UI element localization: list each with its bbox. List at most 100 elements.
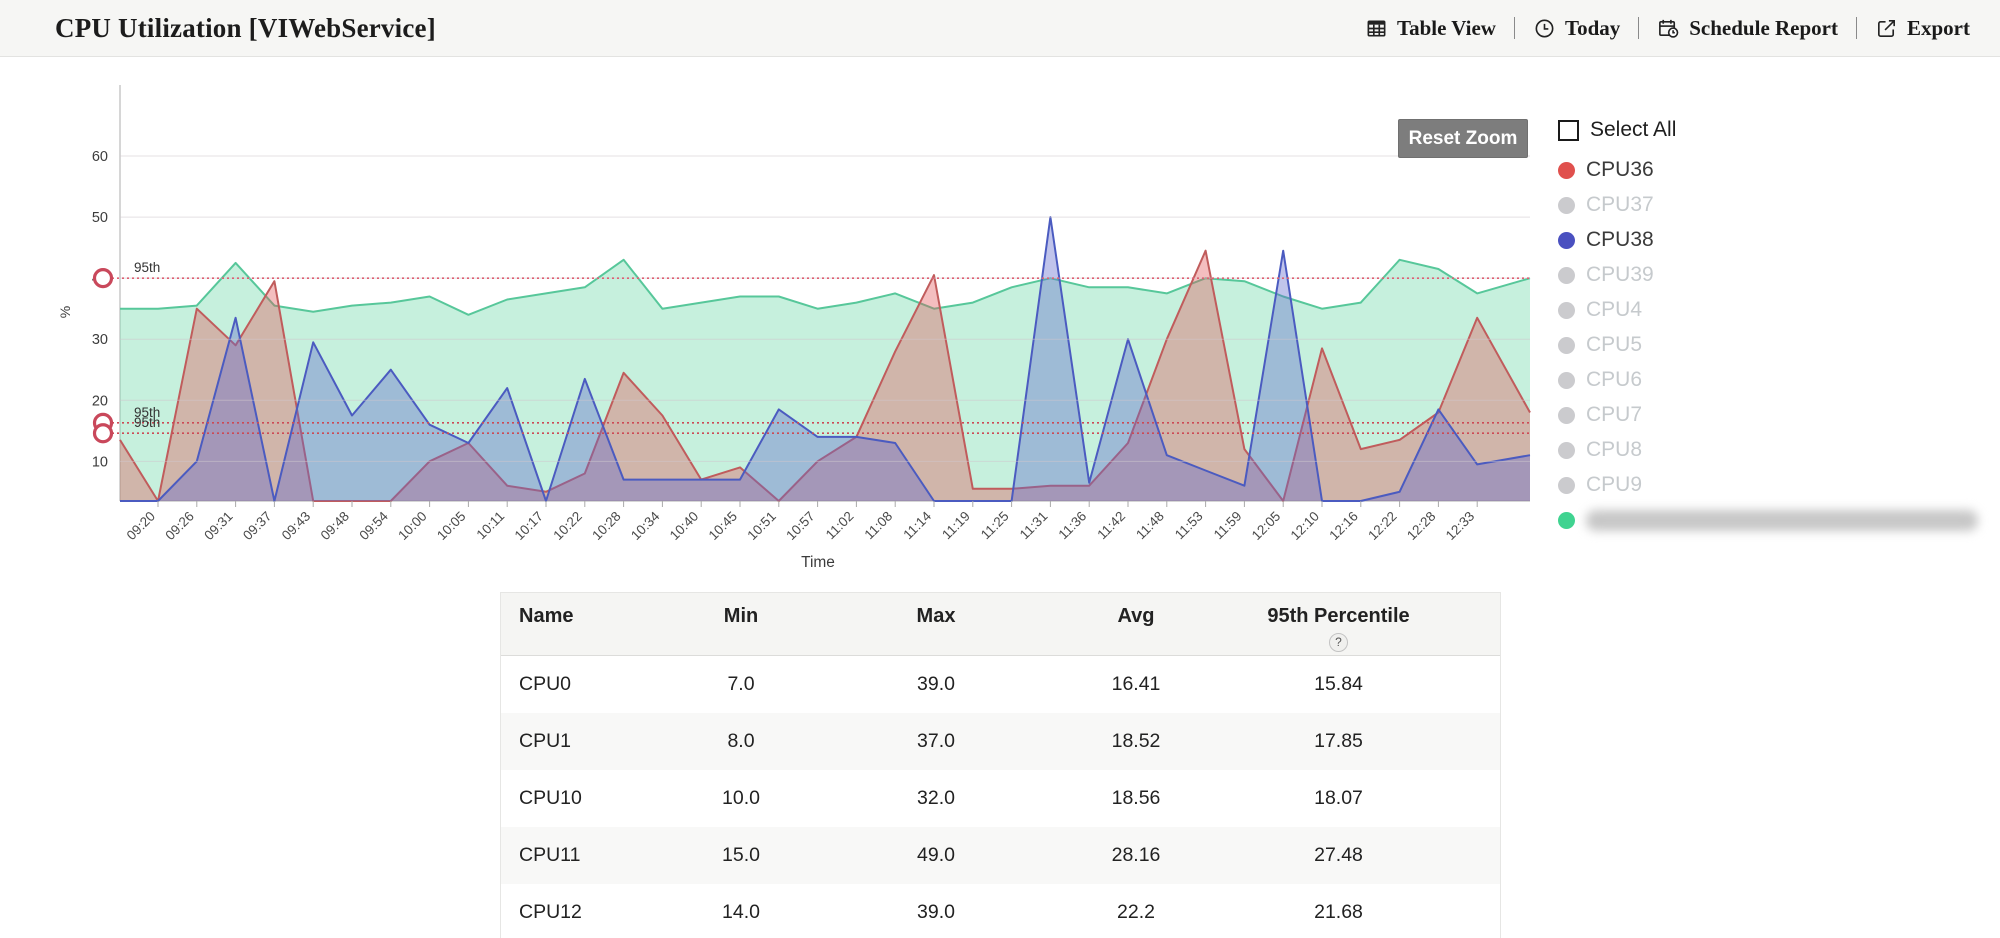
- cell-value: 32.0: [836, 787, 1036, 810]
- legend-items: CPU36 CPU37 CPU38 CPU39 CPU4 CPU5 CPU6 CPU7 CPU8…: [1558, 159, 1998, 531]
- column-header-min: Min: [646, 605, 836, 655]
- cell-value: 10.0: [646, 787, 836, 810]
- cell-name: CPU10: [501, 787, 646, 810]
- legend-item-CPU6[interactable]: CPU6: [1558, 369, 1998, 391]
- app-window: CPU Utilization [VIWebService] Table Vie…: [0, 0, 2000, 938]
- percentile-marker[interactable]: [95, 270, 112, 287]
- x-tick-label: 11:36: [1056, 509, 1090, 543]
- legend-item-CPU38[interactable]: CPU38: [1558, 229, 1998, 251]
- legend-item-CPU7[interactable]: CPU7: [1558, 404, 1998, 426]
- legend-item-CPU39[interactable]: CPU39: [1558, 264, 1998, 286]
- column-header-label: Name: [519, 605, 573, 627]
- reset-zoom-button[interactable]: Reset Zoom: [1398, 119, 1528, 158]
- x-tick-label: 12:28: [1404, 509, 1439, 544]
- select-all-checkbox[interactable]: [1558, 120, 1579, 141]
- cell-name: CPU0: [501, 673, 646, 696]
- legend-label: CPU4: [1586, 298, 1642, 322]
- series-line-redacted-series: [120, 260, 1530, 315]
- x-tick-label: 10:28: [589, 509, 624, 544]
- select-all-label: Select All: [1590, 118, 1676, 142]
- column-header-label: 95th Percentile: [1267, 605, 1409, 627]
- export-button[interactable]: Export: [1875, 16, 1970, 41]
- x-tick-label: 09:31: [201, 509, 236, 544]
- cell-value: 37.0: [836, 730, 1036, 753]
- cell-value: 39.0: [836, 673, 1036, 696]
- x-tick-label: 11:02: [823, 509, 857, 543]
- cell-value: 49.0: [836, 844, 1036, 867]
- cell-value: 8.0: [646, 730, 836, 753]
- cell-value: 21.68: [1236, 901, 1441, 924]
- cell-value: 17.85: [1236, 730, 1441, 753]
- table-row[interactable]: CPU1010.032.018.5618.07: [501, 770, 1500, 827]
- legend-item-CPU9[interactable]: CPU9: [1558, 474, 1998, 496]
- export-icon: [1875, 17, 1898, 40]
- percentile-label: 95th: [134, 415, 160, 430]
- legend-item-CPU36[interactable]: CPU36: [1558, 159, 1998, 181]
- legend-label: CPU8: [1586, 438, 1642, 462]
- x-tick-label: 09:48: [318, 509, 353, 544]
- legend-dot: [1558, 512, 1575, 529]
- table-row[interactable]: CPU1214.039.022.221.68: [501, 884, 1500, 938]
- x-tick-label: 10:17: [512, 509, 547, 544]
- x-tick-label: 10:57: [783, 509, 818, 544]
- x-tick-label: 09:37: [240, 509, 275, 544]
- legend-dot: [1558, 372, 1575, 389]
- x-tick-label: 10:34: [628, 508, 663, 543]
- legend-label: CPU39: [1586, 263, 1654, 287]
- top-bar: CPU Utilization [VIWebService] Table Vie…: [0, 0, 2000, 57]
- select-all-row[interactable]: Select All: [1558, 118, 1998, 142]
- legend-dot: [1558, 477, 1575, 494]
- cell-value: 22.2: [1036, 901, 1236, 924]
- table-body: CPU07.039.016.4115.84CPU18.037.018.5217.…: [501, 656, 1500, 938]
- x-tick-label: 11:19: [939, 509, 973, 543]
- legend-item-CPU5[interactable]: CPU5: [1558, 334, 1998, 356]
- legend-label: CPU37: [1586, 193, 1654, 217]
- today-label: Today: [1565, 16, 1620, 41]
- legend-item-CPU4[interactable]: CPU4: [1558, 299, 1998, 321]
- schedule-report-button[interactable]: Schedule Report: [1657, 16, 1838, 41]
- legend-dot: [1558, 267, 1575, 284]
- x-tick-label: 11:48: [1133, 509, 1167, 543]
- legend-item-CPU8[interactable]: CPU8: [1558, 439, 1998, 461]
- clock-icon: [1533, 17, 1556, 40]
- cell-value: 18.56: [1036, 787, 1236, 810]
- table-view-button[interactable]: Table View: [1365, 16, 1496, 41]
- column-header-label: Max: [917, 605, 956, 627]
- cell-value: 16.41: [1036, 673, 1236, 696]
- x-tick-label: 10:05: [434, 509, 469, 544]
- x-tick-label: 12:16: [1326, 509, 1361, 544]
- x-tick-label: 11:14: [900, 508, 934, 542]
- cell-value: 15.0: [646, 844, 836, 867]
- x-tick-label: 11:25: [978, 509, 1012, 543]
- table-row[interactable]: CPU07.039.016.4115.84: [501, 656, 1500, 713]
- redacted-legend-label: [1586, 510, 1978, 531]
- legend-item-CPU37[interactable]: CPU37: [1558, 194, 1998, 216]
- column-header-max: Max: [836, 605, 1036, 655]
- x-tick-label: 09:54: [356, 508, 391, 543]
- legend-item-redacted[interactable]: [1558, 509, 1998, 531]
- page-title: CPU Utilization [VIWebService]: [55, 13, 436, 44]
- x-tick-label: 12:22: [1365, 509, 1400, 544]
- export-label: Export: [1907, 16, 1970, 41]
- x-tick-label: 12:05: [1249, 509, 1284, 544]
- table-row[interactable]: CPU1115.049.028.1627.48: [501, 827, 1500, 884]
- today-button[interactable]: Today: [1533, 16, 1620, 41]
- x-axis-title: Time: [801, 554, 835, 571]
- legend-dot: [1558, 302, 1575, 319]
- help-icon[interactable]: ?: [1329, 633, 1348, 652]
- column-header-avg: Avg: [1036, 605, 1236, 655]
- x-tick-label: 12:33: [1443, 509, 1478, 544]
- table-icon: [1365, 17, 1388, 40]
- toolbar-divider: [1514, 17, 1515, 39]
- column-header-95th-percentile: 95th Percentile?: [1236, 605, 1441, 655]
- x-tick-label: 11:53: [1172, 509, 1206, 543]
- column-header-label: Min: [724, 605, 758, 627]
- cell-value: 18.07: [1236, 787, 1441, 810]
- y-tick-label: 60: [92, 149, 108, 165]
- x-tick-label: 10:00: [395, 509, 430, 544]
- legend-dot: [1558, 232, 1575, 249]
- y-tick-label: 30: [92, 332, 108, 348]
- cell-name: CPU12: [501, 901, 646, 924]
- table-row[interactable]: CPU18.037.018.5217.85: [501, 713, 1500, 770]
- percentile-marker[interactable]: [95, 425, 112, 442]
